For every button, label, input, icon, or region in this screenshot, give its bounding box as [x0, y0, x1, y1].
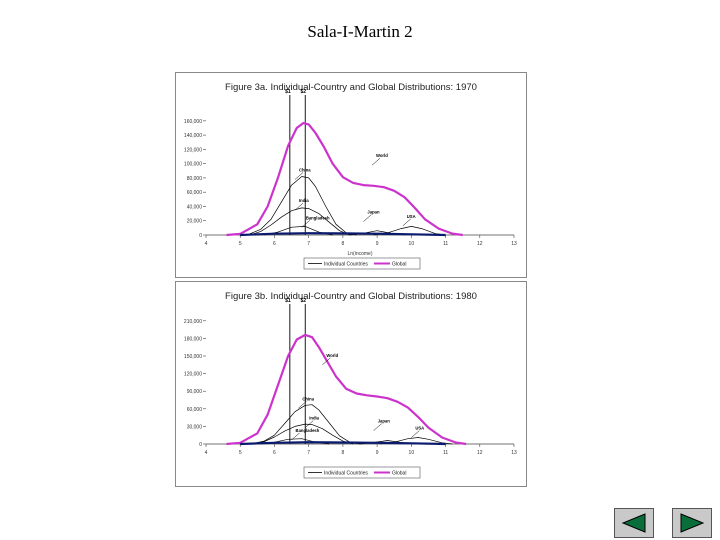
annotation-pointer — [305, 420, 314, 428]
annotation-label: USA — [407, 214, 416, 219]
annotation-pointer — [371, 158, 381, 166]
x-tick-label: 9 — [376, 241, 379, 247]
x-tick-label: 10 — [409, 241, 415, 247]
y-tick-label: 40,000 — [187, 204, 203, 210]
series-others-line — [240, 441, 446, 446]
annotation-pointer — [294, 202, 304, 211]
x-tick-label: 6 — [273, 241, 276, 247]
y-tick-label: 120,000 — [184, 147, 202, 153]
x-axis-label: Ln(income) — [347, 251, 372, 257]
series-india-line — [250, 207, 350, 236]
forward-button[interactable] — [672, 508, 712, 538]
y-tick-label: 150,000 — [184, 354, 202, 360]
legend-box — [303, 466, 421, 479]
x-tick-label: 7 — [307, 241, 310, 247]
annotation-pointer — [373, 423, 382, 431]
x-tick-label: 4 — [205, 241, 208, 247]
annotation-pointer — [294, 172, 304, 180]
legend-box — [303, 257, 421, 270]
annotation-label: Bangladesh — [306, 215, 330, 220]
triangle-left-icon — [621, 513, 646, 533]
x-tick-label: 9 — [376, 450, 379, 456]
chart-1970: Figure 3a. Individual-Country and Global… — [184, 82, 517, 270]
annotation-pointer — [402, 218, 411, 227]
annotation-label: India — [299, 198, 309, 203]
x-tick-label: 10 — [409, 450, 415, 456]
y-tick-label: 210,000 — [184, 319, 202, 325]
y-tick-label: 80,000 — [187, 176, 203, 182]
y-tick-label: 0 — [199, 442, 202, 448]
y-tick-label: 140,000 — [184, 133, 202, 139]
annotation-label: World — [376, 153, 388, 158]
chart-panel-1970: Figure 3a. Individual-Country and Global… — [175, 72, 527, 278]
legend-global-label: Global — [392, 471, 406, 477]
x-tick-label: 4 — [205, 450, 208, 456]
slide-title: Sala-I-Martin 2 — [307, 22, 413, 41]
y-tick-label: 30,000 — [187, 424, 203, 430]
series-china-line — [250, 404, 361, 445]
x-tick-label: 5 — [239, 241, 242, 247]
poverty-line-label: $1 — [285, 298, 291, 304]
chart-legend: Individual Countries Global — [303, 257, 421, 270]
y-tick-label: 60,000 — [187, 407, 203, 413]
y-tick-label: 120,000 — [184, 372, 202, 378]
y-tick-label: 180,000 — [184, 336, 202, 342]
series-others-line — [240, 232, 446, 237]
y-tick-label: 90,000 — [187, 389, 203, 395]
annotation-pointer — [291, 432, 300, 441]
x-tick-label: 8 — [341, 450, 344, 456]
series-india-line — [253, 423, 354, 445]
annotation-pointer — [322, 357, 331, 366]
annotation-pointer — [411, 430, 420, 438]
poverty-line-label: $2 — [300, 298, 306, 304]
x-tick-label: 11 — [443, 450, 448, 456]
chart-1980: Figure 3b. Individual-Country and Global… — [184, 291, 517, 479]
back-button[interactable] — [614, 508, 654, 538]
y-tick-label: 20,000 — [187, 219, 203, 225]
x-tick-label: 5 — [239, 450, 242, 456]
y-tick-label: 60,000 — [187, 190, 203, 196]
poverty-line-label: $2 — [300, 89, 306, 95]
chart-title: Figure 3a. Individual-Country and Global… — [225, 82, 477, 93]
y-tick-label: 100,000 — [184, 162, 202, 168]
annotation-pointer — [363, 214, 372, 222]
chart-panel-1980: Figure 3b. Individual-Country and Global… — [175, 281, 527, 487]
x-tick-label: 12 — [477, 450, 483, 456]
annotation-label: USA — [415, 426, 424, 431]
annotation-pointer — [301, 220, 310, 228]
series-global-line — [226, 333, 467, 446]
annotation-label: Japan — [378, 419, 391, 424]
x-tick-label: 8 — [341, 241, 344, 247]
legend-country-label: Individual Countries — [324, 262, 368, 268]
x-tick-label: 13 — [511, 450, 517, 456]
poverty-line-label: $1 — [285, 89, 291, 95]
series-global-line — [226, 121, 463, 237]
x-tick-label: 11 — [443, 241, 448, 247]
x-tick-label: 13 — [511, 241, 517, 247]
chart-title: Figure 3b. Individual-Country and Global… — [225, 291, 477, 302]
annotation-label: China — [299, 167, 311, 172]
y-tick-label: 160,000 — [184, 119, 202, 125]
x-tick-label: 6 — [273, 450, 276, 456]
annotation-pointer — [298, 401, 307, 409]
annotation-label: World — [326, 353, 338, 358]
x-tick-label: 12 — [477, 241, 483, 247]
y-tick-label: 0 — [199, 233, 202, 239]
annotation-label: Bangladesh — [296, 428, 320, 433]
annotation-label: India — [309, 416, 319, 421]
series-china-line — [246, 176, 357, 236]
x-tick-label: 7 — [307, 450, 310, 456]
legend-global-label: Global — [392, 262, 406, 268]
annotation-label: Japan — [367, 210, 380, 215]
annotation-label: China — [302, 396, 314, 401]
legend-country-label: Individual Countries — [324, 471, 368, 477]
chart-legend: Individual Countries Global — [303, 466, 421, 479]
triangle-right-icon — [680, 513, 705, 533]
